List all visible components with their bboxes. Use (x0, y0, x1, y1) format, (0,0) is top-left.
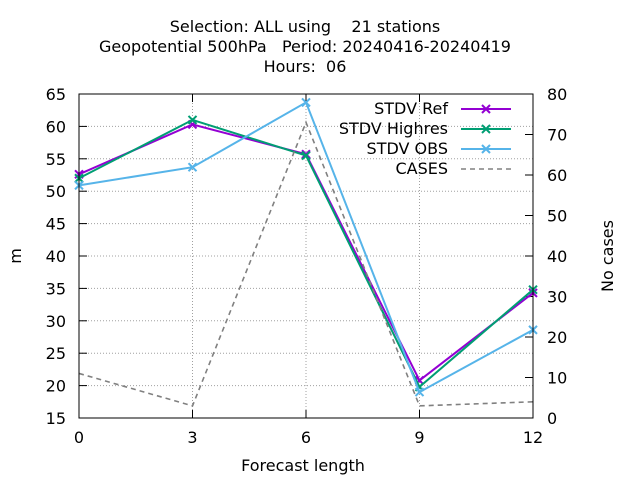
y2-tick-label: 60 (547, 166, 567, 185)
legend-marker-stroke (481, 144, 491, 154)
title-line-3: Hours: 06 (264, 57, 347, 76)
x-tick-label: 9 (414, 428, 424, 447)
y2-axis-label: No cases (598, 220, 617, 292)
y2-tick-label: 20 (547, 328, 567, 347)
legend-label: CASES (395, 159, 448, 178)
x-axis-label: Forecast length (241, 456, 365, 475)
chart-title: Selection: ALL using 21 stations Geopote… (99, 17, 511, 76)
legend-marker-stroke (481, 104, 491, 114)
y-tick-label: 25 (46, 344, 66, 363)
legend-label: STDV Highres (339, 119, 448, 138)
y2-tick-label: 50 (547, 207, 567, 226)
x-tick-label: 0 (74, 428, 84, 447)
y2-tick-label: 30 (547, 288, 567, 307)
y2-tick-label: 40 (547, 247, 567, 266)
y-tick-label: 50 (46, 182, 66, 201)
y-axis-label: m (6, 248, 25, 264)
y-tick-label: 55 (46, 150, 66, 169)
series-2 (74, 97, 538, 397)
y2-tick-label: 80 (547, 85, 567, 104)
legend-label: STDV Ref (374, 99, 448, 118)
series-line (78, 123, 534, 382)
legend-label: STDV OBS (367, 139, 448, 158)
plot-frame (78, 93, 534, 419)
y-tick-label: 15 (46, 409, 66, 428)
y-tick-label: 30 (46, 312, 66, 331)
y-tick-label: 40 (46, 247, 66, 266)
y-tick-label: 20 (46, 377, 66, 396)
y2-tick-label: 0 (547, 409, 557, 428)
series-3 (78, 120, 534, 407)
x-tick-label: 6 (301, 428, 311, 447)
y-tick-label: 35 (46, 279, 66, 298)
y-tick-label: 60 (46, 117, 66, 136)
data-point-stroke (301, 97, 311, 108)
data-point-stroke (187, 115, 198, 125)
y-tick-label: 45 (46, 215, 66, 234)
legend-marker-stroke (481, 124, 491, 134)
series-line (78, 120, 534, 407)
title-line-1: Selection: ALL using 21 stations (170, 17, 440, 36)
y2-tick-label: 70 (547, 126, 567, 145)
data-point-stroke (301, 150, 311, 161)
title-line-2: Geopotential 500hPa Period: 20240416-202… (99, 37, 511, 56)
x-tick-label: 3 (187, 428, 197, 447)
x-tick-label: 12 (523, 428, 543, 447)
y2-tick-label: 10 (547, 369, 567, 388)
data-point-stroke (414, 387, 425, 397)
y-tick-label: 65 (46, 85, 66, 104)
series-group (74, 97, 538, 407)
data-point-stroke (187, 162, 198, 172)
